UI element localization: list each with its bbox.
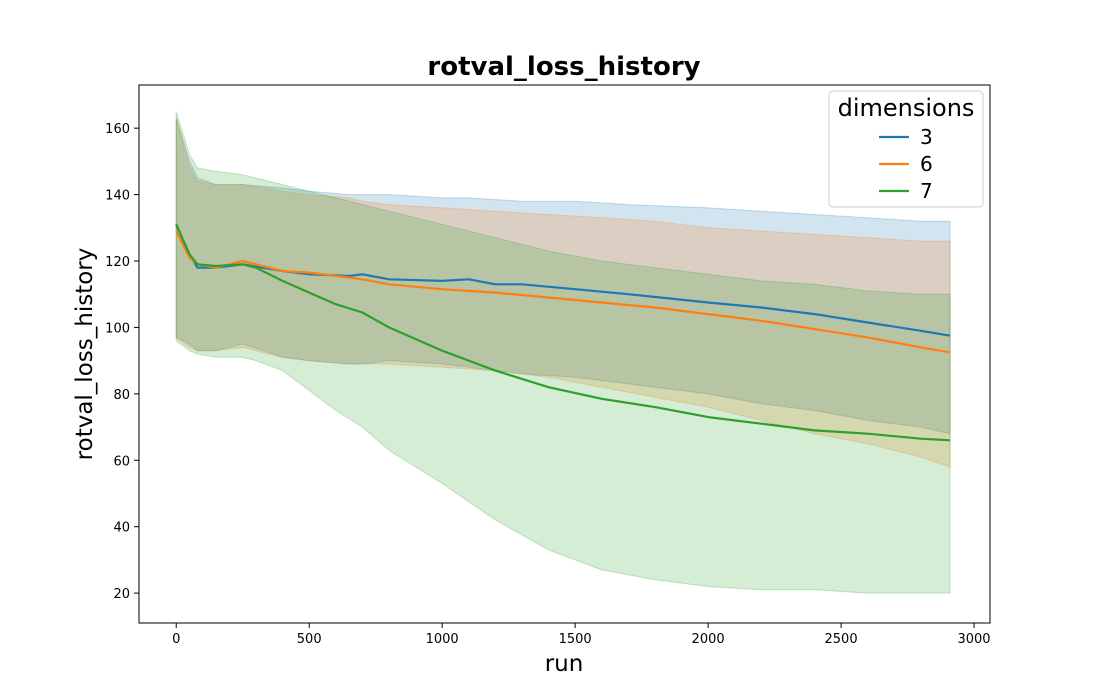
x-tick-label: 1000	[426, 632, 459, 647]
line-series-7	[175, 224, 951, 442]
x-tick-label: 2000	[692, 632, 725, 647]
band-series-7	[175, 111, 951, 594]
legend-items: 3 6 7	[879, 125, 933, 203]
y-tick-label: 120	[105, 255, 130, 270]
y-tick-label: 80	[113, 388, 130, 403]
x-tick-label: 0	[172, 632, 180, 647]
x-tick-label: 2500	[825, 632, 858, 647]
legend-label-6: 6	[920, 152, 933, 176]
y-tick-label: 140	[105, 189, 130, 204]
band-series-6	[175, 118, 951, 468]
y-tick-label: 160	[105, 122, 130, 137]
y-tick-label: 60	[113, 454, 130, 469]
legend-label-3: 3	[920, 125, 933, 149]
y-axis: 20 40 60 80 100 120 140 160	[105, 122, 139, 602]
band-series-3	[175, 118, 951, 435]
plot-area-frame	[138, 84, 991, 624]
x-tick-label: 500	[297, 632, 322, 647]
legend-box	[828, 90, 984, 208]
legend-label-7: 7	[920, 179, 933, 203]
confidence-bands	[175, 111, 951, 594]
series-lines	[175, 224, 951, 442]
x-tick-label: 3000	[957, 632, 990, 647]
x-axis: 0 500 1000 1500 2000 2500 3000	[172, 623, 991, 647]
y-axis-title: rotval_loss_history	[72, 248, 98, 461]
x-axis-title: run	[545, 651, 584, 677]
legend: dimensions 3 6 7	[828, 90, 984, 208]
chart-title: rotval_loss_history	[427, 52, 700, 82]
legend-title: dimensions	[838, 94, 975, 122]
y-tick-label: 100	[105, 321, 130, 336]
x-tick-label: 1500	[559, 632, 592, 647]
y-tick-label: 40	[113, 521, 130, 536]
y-tick-label: 20	[113, 587, 130, 602]
